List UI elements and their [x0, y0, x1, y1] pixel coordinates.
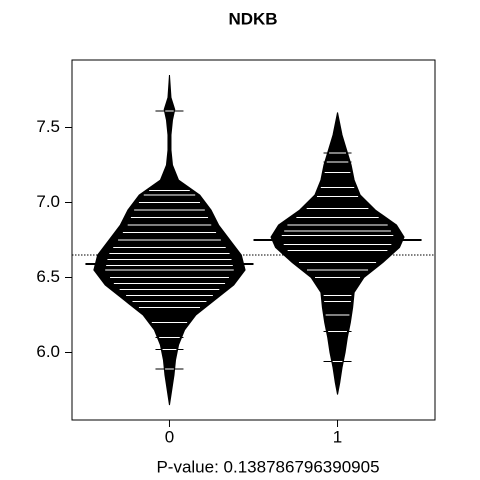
- plot-frame: [71, 59, 436, 421]
- y-tick-label: 7.5: [36, 117, 60, 136]
- x-axis-label: P-value: 0.138786796390905: [156, 457, 379, 476]
- y-tick-label: 6.5: [36, 267, 60, 286]
- chart-title: NDKB: [228, 9, 277, 28]
- x-tick-label: 1: [333, 427, 342, 446]
- y-tick-label: 6.0: [36, 342, 60, 361]
- x-tick-label: 0: [165, 427, 174, 446]
- bean: [270, 112, 405, 395]
- y-tick-label: 7.0: [36, 192, 60, 211]
